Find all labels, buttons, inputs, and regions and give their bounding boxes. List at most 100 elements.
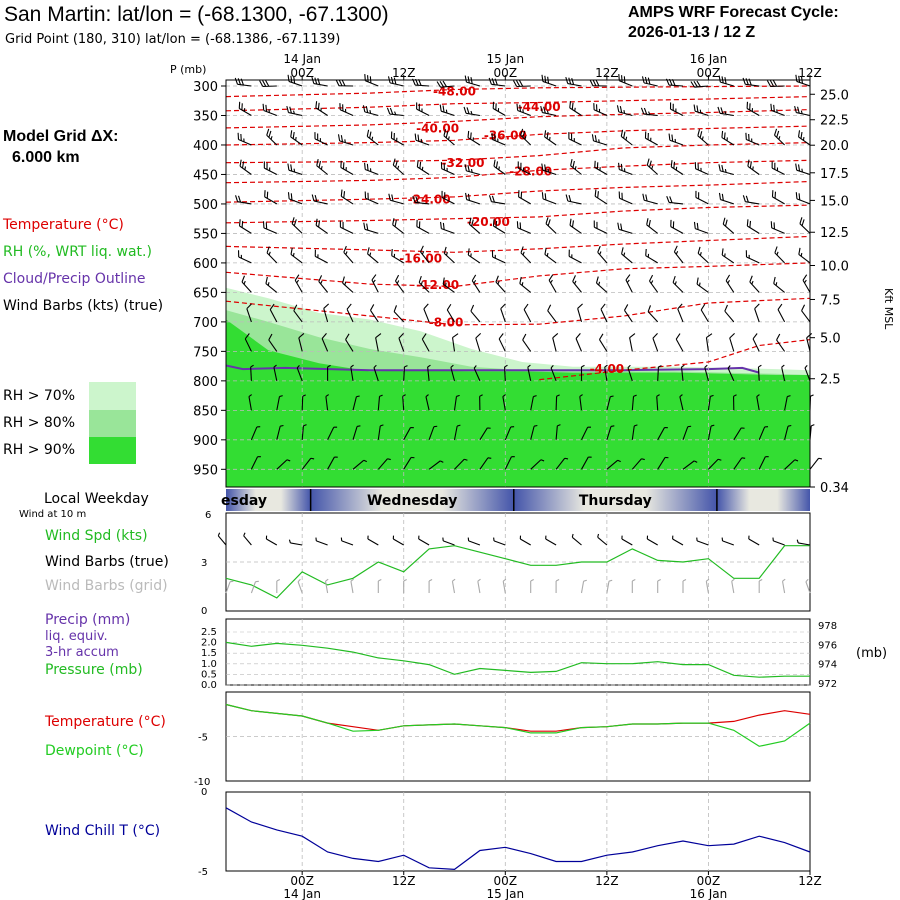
wind-barb-staff <box>327 426 335 441</box>
p-axis-label: P (mb) <box>170 63 206 76</box>
wind-barb-flag <box>287 163 290 171</box>
wind-barb-flag <box>723 132 726 140</box>
wind-barb <box>259 80 277 88</box>
wind-barb-flag <box>520 246 524 254</box>
wind-barb-staff <box>403 366 405 381</box>
wind-barb-flag <box>620 129 624 137</box>
wind-barb-half <box>269 167 271 171</box>
wind-barb-staff <box>367 253 379 264</box>
wind-barb-flag <box>749 103 751 111</box>
wind-barb-flag <box>540 105 543 113</box>
wind-barb <box>325 394 329 411</box>
wind-barb-staff <box>575 338 583 352</box>
wind-barb-staff <box>555 425 558 440</box>
wind-barb-staff <box>339 140 354 146</box>
wind-barb <box>446 303 455 323</box>
wind-barb <box>371 274 379 293</box>
wind-barb <box>591 134 608 146</box>
wind-barb-staff <box>416 108 430 116</box>
wind-barb-staff <box>798 136 811 146</box>
wind-barb <box>337 134 354 146</box>
wind-barb-flag <box>287 192 290 199</box>
wind-barb-true <box>392 535 404 546</box>
wind-barb-half <box>633 394 637 397</box>
wind-barb-staff <box>643 82 658 87</box>
wind-barb <box>340 160 354 175</box>
wind-barb <box>442 277 455 293</box>
wind-barb-staff <box>545 223 557 234</box>
wind-barb-staff <box>492 256 506 264</box>
wind-barb-staff <box>398 338 405 352</box>
wind-barb <box>721 130 735 146</box>
wind-barb-flag <box>801 304 806 311</box>
wind-barb-staff <box>451 581 456 594</box>
wind-barb-flag <box>520 128 524 136</box>
wind-barb <box>522 333 532 352</box>
wind-barb-flag <box>294 274 300 281</box>
wind-barb-staff <box>517 167 531 175</box>
wind-barb <box>540 105 557 117</box>
wind-barb-flag <box>292 131 295 139</box>
wind-barb-flag <box>291 217 295 224</box>
wind-barb <box>645 248 658 264</box>
wind-barb-half <box>571 533 574 538</box>
wind-barb-flag <box>467 130 470 138</box>
wind-barb-flag <box>366 223 369 231</box>
wind-barb-staff <box>225 581 231 594</box>
wind-barb-flag <box>317 133 319 141</box>
wind-barb-flag <box>745 250 748 257</box>
wind-barb <box>398 332 405 352</box>
wind-barb-staff <box>547 310 557 323</box>
wind-barb <box>581 456 592 470</box>
wind-barb-half <box>320 166 323 170</box>
wind-barb-staff <box>645 137 658 146</box>
wind-barb-half <box>450 364 454 368</box>
wind-barb-staff <box>403 427 411 441</box>
wind-barb-flag <box>520 191 523 199</box>
wind-barb-staff <box>428 460 441 470</box>
wind-barb <box>264 190 278 205</box>
rh90-area <box>226 319 810 487</box>
wind-barb-flag <box>797 130 801 138</box>
wind-barb-flag <box>569 101 572 108</box>
wind-barb-staff <box>670 108 684 116</box>
wind-barb-half <box>267 282 270 286</box>
wind-barb-flag <box>645 248 647 256</box>
wind-barb-staff <box>733 457 743 470</box>
wind-barb <box>377 458 391 470</box>
wind-ytick-label: 0 <box>201 606 207 617</box>
p-tick-label: 950 <box>193 463 218 478</box>
wind-barb-flag <box>545 217 549 224</box>
wind-barb <box>530 395 537 411</box>
wind-barb-staff <box>468 540 481 546</box>
wind-barb-grid <box>805 578 811 594</box>
wind-barb-half <box>623 110 626 114</box>
wind-barb-flag <box>717 106 721 114</box>
wind-barb-flag <box>388 193 391 201</box>
wind-barb-flag <box>544 193 547 201</box>
wind-barb-staff <box>579 396 583 411</box>
wind-barb-staff <box>364 228 379 234</box>
wind-barb-half <box>302 394 306 397</box>
wind-barb-staff <box>417 166 430 175</box>
wind-barb-half <box>350 364 354 368</box>
wind-barb-true <box>467 537 481 546</box>
wind-barb-flag <box>488 195 492 202</box>
wind-barb <box>642 193 658 205</box>
wind-barb-grid <box>451 578 456 594</box>
wind-barb-flag <box>718 192 722 200</box>
kft-tick-label: 12.5 <box>820 226 849 241</box>
wind-barb-staff <box>657 457 666 470</box>
wind-barb-flag <box>314 194 318 202</box>
wind-barb-half <box>800 110 803 114</box>
wind-barb <box>350 364 354 381</box>
wind-barb-staff <box>784 426 789 440</box>
wind-barb-flag <box>346 303 352 310</box>
wind-barb-staff <box>594 167 608 175</box>
wind-barb-staff <box>672 538 684 546</box>
wind-barb-flag <box>416 102 418 110</box>
dewpoint-line <box>225 703 811 747</box>
wind-barb <box>756 394 760 411</box>
wind-barb <box>579 394 583 411</box>
wind-barb-half <box>270 136 273 140</box>
